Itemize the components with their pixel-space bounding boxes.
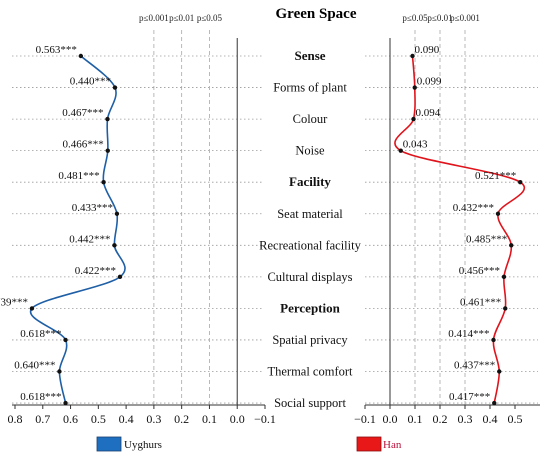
data-point-right [491,337,496,343]
tick-label-left: 0.5 [91,412,106,426]
data-label-right: 0.094 [416,107,441,119]
series-line-right [394,55,525,404]
axes-layer: 0.8 0.7 0.6 0.5 0.4 0.3 0.2 0.1 0.0 −0.1 −0.1 0.0 0.… [8,38,540,426]
chart-title: Green Space [276,6,357,22]
tick-label-left: 0.2 [174,412,189,426]
tick-label-left: 0.0 [230,412,245,426]
category-label: Spatial privacy [272,333,348,347]
data-label-left: 0.440*** [70,76,111,88]
category-label: Seat material [277,207,343,221]
data-label-right: 0.099 [417,76,442,88]
significance-label: p≤0.01 [427,13,452,23]
data-point-left [63,337,68,343]
tick-label-left: −0.1 [254,412,276,426]
data-label-left: 0.422*** [75,265,116,277]
legend-label-uyghurs: Uyghurs [124,439,162,451]
tick-label-right: 0.4 [483,412,498,426]
tick-label-left: 0.1 [202,412,217,426]
significance-label: p≤0.01 [169,13,194,23]
data-point-right [412,85,417,90]
data-point-left [101,180,106,185]
data-point-left [105,116,110,122]
category-label: Recreational facility [259,238,361,252]
significance-label: p≤0.05 [402,13,428,23]
tick-label-left: 0.6 [63,412,78,426]
significance-label: p≤0.05 [197,13,223,23]
significance-label: p≤0.001 [139,13,169,23]
series-layer [29,53,525,406]
data-label-right: 0.432*** [453,202,494,214]
tick-label-right: 0.3 [458,412,473,426]
data-point-right [518,180,523,185]
data-label-left: 0.433*** [72,202,113,214]
data-label-right: 0.414*** [448,328,489,340]
tick-label-left: 0.3 [146,412,161,426]
label-layer: Sense Forms of plant Colour Noise Facility Se… [0,44,516,452]
data-point-right [492,400,497,406]
data-label-right: 0.485*** [466,233,507,245]
data-point-left [63,400,68,406]
data-point-left [78,53,84,59]
data-label-left: 0.640*** [14,360,55,372]
category-label: Perception [280,300,340,315]
data-point-left [117,274,123,280]
category-label: Noise [295,144,325,158]
data-point-left [29,306,35,311]
category-label: Sense [294,48,325,63]
significance-label: p≤0.001 [450,13,480,23]
data-label-right: 0.461*** [460,296,501,308]
tick-label-right: −0.1 [354,412,376,426]
tick-label-right: 0.5 [508,412,523,426]
data-point-left [112,85,118,90]
category-label: Social support [274,396,346,410]
tick-label-right: 0.1 [408,412,423,426]
data-point-right [497,369,502,374]
grid-layer [12,55,538,404]
tick-label-left: 0.7 [35,412,50,426]
data-label-left: 0.618*** [20,328,61,340]
data-label-left: 0.442*** [69,233,110,245]
data-label-left: 0.739*** [0,296,28,308]
data-point-right [501,274,507,280]
category-label: Colour [293,112,329,126]
category-label: Forms of plant [273,81,347,95]
significance-layer: p≤0.001 p≤0.01 p≤0.05 p≤0.05 p≤0.01p≤0.001 [139,13,480,405]
legend-swatch-uyghurs [96,436,122,452]
category-label: Facility [289,174,331,189]
legend-label-han: Han [383,439,402,451]
data-label-right: 0.090 [415,44,440,56]
tick-label-left: 0.4 [119,412,134,426]
data-point-right [411,116,416,122]
data-label-left: 0.467*** [62,107,103,119]
data-point-right [509,243,514,248]
data-point-left [105,148,110,153]
data-label-left: 0.618*** [20,391,61,403]
data-label-right: 0.456*** [459,265,500,277]
data-point-left [114,211,120,216]
category-label: Cultural displays [267,270,352,284]
data-point-right [495,211,501,216]
data-label-right: 0.043 [403,139,428,151]
data-label-left: 0.563*** [36,44,77,56]
data-point-right [410,53,415,59]
data-point-left [57,369,62,374]
tick-label-right: 0.0 [383,412,398,426]
tick-label-left: 0.8 [8,412,23,426]
category-label: Thermal comfort [267,365,353,379]
data-label-left: 0.466*** [63,139,104,151]
data-label-right: 0.521*** [475,170,516,182]
legend-swatch-han [356,436,382,452]
data-point-left [112,243,117,248]
data-point-right [398,148,403,153]
data-label-left: 0.481*** [58,170,99,182]
data-point-right [503,306,508,311]
data-label-right: 0.437*** [454,360,495,372]
data-label-right: 0.417*** [449,391,490,403]
tick-label-right: 0.2 [433,412,448,426]
